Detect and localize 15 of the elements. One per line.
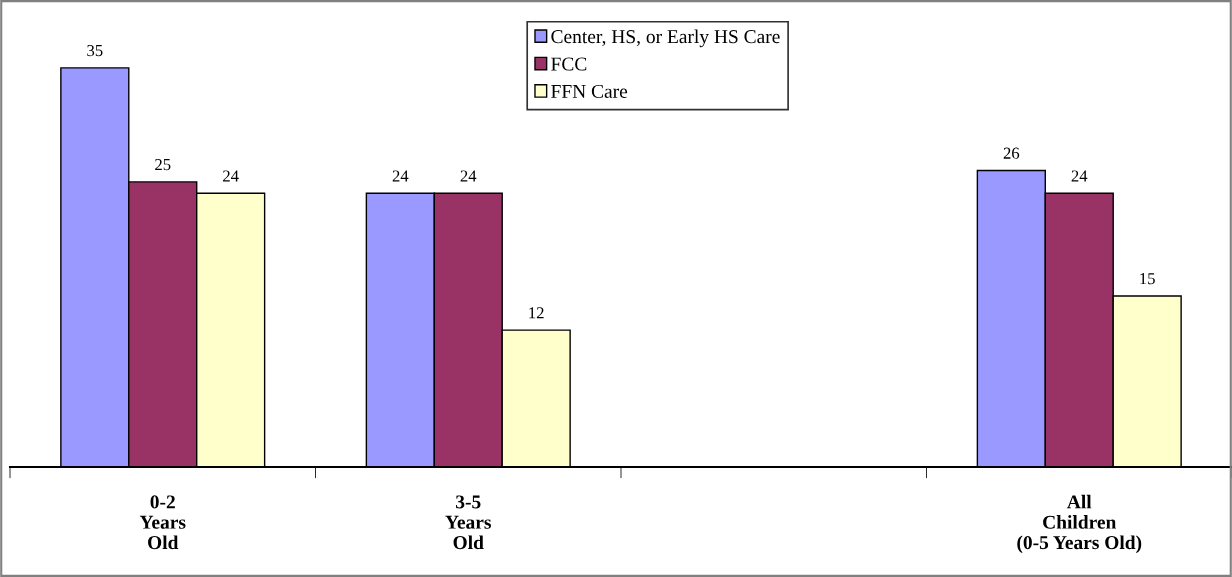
data-label: 15: [1140, 273, 1155, 285]
data-label: 26: [1003, 147, 1020, 159]
x-tick-label: All Children (0-5 Years Old): [1017, 494, 1142, 554]
data-label: 24: [1071, 170, 1088, 182]
data-label: 35: [87, 44, 103, 57]
legend-label: Center, HS, or Early HS Care: [551, 29, 780, 48]
x-tick-label: 3-5 Years Old: [445, 495, 491, 550]
data-label: 24: [223, 170, 239, 182]
data-label: 24: [460, 170, 477, 182]
data-label: 24: [392, 170, 409, 182]
data-label: 12: [529, 307, 544, 319]
data-label: 25: [155, 158, 171, 171]
x-tick-label: 0-2 Years Old: [139, 495, 186, 550]
legend-label: FFN Care: [551, 84, 628, 98]
legend-label: FCC: [551, 57, 587, 71]
